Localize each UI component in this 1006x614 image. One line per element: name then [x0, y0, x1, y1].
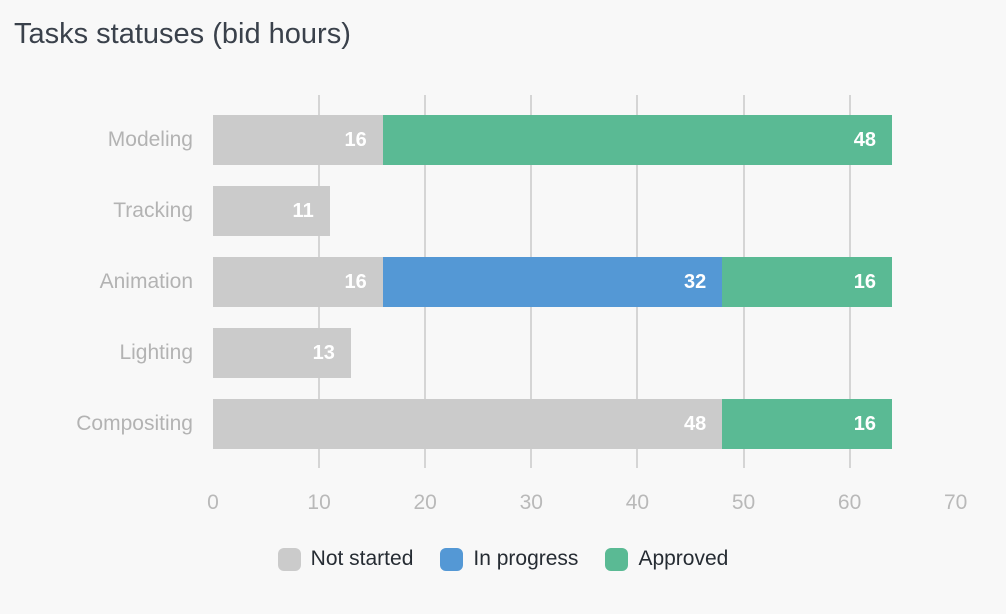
x-tick-label-0: 0 [207, 491, 219, 514]
x-tick-label-40: 40 [625, 491, 650, 514]
legend-swatch-icon [440, 547, 464, 571]
bar-segment-modeling-approved[interactable]: 48 [382, 115, 893, 165]
bar-segment-animation-in-progress[interactable]: 32 [382, 257, 723, 307]
legend-item-in-progress[interactable]: In progress [440, 547, 578, 571]
x-tick-label-20: 20 [413, 491, 437, 514]
category-label-animation: Animation [99, 270, 193, 293]
legend-label: Approved [638, 547, 729, 570]
legend-item-approved[interactable]: Approved [605, 547, 728, 571]
category-label-tracking: Tracking [113, 199, 193, 222]
segment-value-label: 16 [344, 270, 367, 293]
chart-title: Tasks statuses (bid hours) [14, 18, 351, 50]
segment-value-label: 16 [344, 128, 367, 151]
x-tick-label-10: 10 [307, 491, 331, 514]
segment-value-label: 48 [684, 412, 707, 435]
x-tick-label-60: 60 [837, 491, 862, 514]
segment-value-label: 13 [312, 341, 335, 364]
legend-swatch-icon [605, 547, 629, 571]
category-label-modeling: Modeling [107, 128, 193, 151]
segment-value-label: 11 [292, 199, 314, 222]
segment-value-label: 16 [853, 270, 877, 293]
category-label-compositing: Compositing [76, 412, 193, 435]
bar-segment-compositing-not-started[interactable]: 48 [213, 399, 723, 449]
bar-segment-lighting-not-started[interactable]: 13 [213, 328, 351, 378]
legend-label: Not started [310, 547, 414, 570]
bar-segment-modeling-not-started[interactable]: 16 [213, 115, 383, 165]
category-label-lighting: Lighting [119, 341, 193, 364]
legend: Not started In progress Approved [0, 547, 1006, 571]
segment-value-label: 32 [684, 270, 707, 293]
x-tick-label-30: 30 [519, 491, 543, 514]
bar-segment-animation-not-started[interactable]: 16 [213, 257, 383, 307]
bar-segment-tracking-not-started[interactable]: 11 [213, 186, 330, 236]
x-tick-label-70: 70 [944, 491, 968, 514]
segment-value-label: 16 [853, 412, 877, 435]
legend-label: In progress [473, 547, 579, 570]
bar-segment-compositing-approved[interactable]: 16 [722, 399, 893, 449]
bar-segment-animation-approved[interactable]: 16 [722, 257, 893, 307]
legend-item-not-started[interactable]: Not started [277, 547, 414, 571]
legend-swatch-icon [277, 547, 301, 571]
segment-value-label: 48 [853, 128, 877, 151]
x-tick-label-50: 50 [731, 491, 756, 514]
